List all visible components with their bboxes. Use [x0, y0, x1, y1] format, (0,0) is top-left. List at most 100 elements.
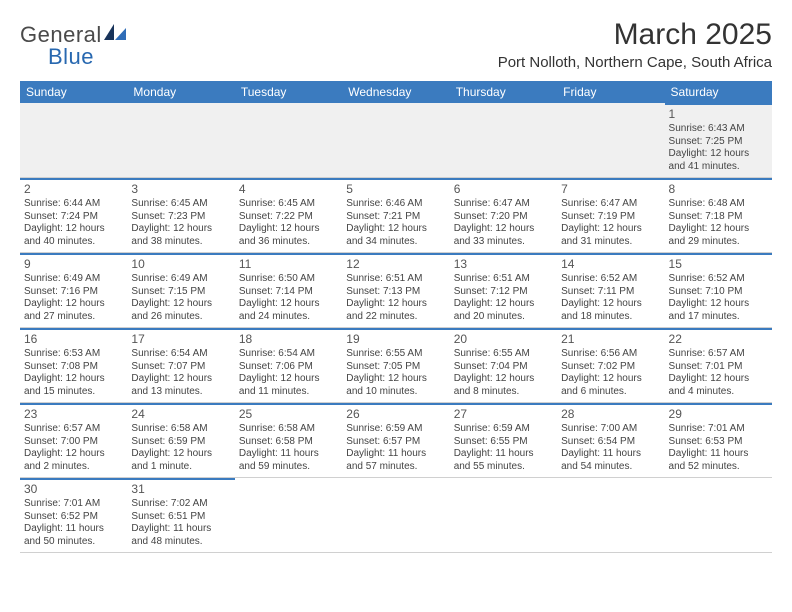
daylight-text: and 52 minutes. [669, 461, 768, 474]
daylight-text: and 13 minutes. [131, 386, 230, 399]
daylight-text: and 29 minutes. [669, 236, 768, 249]
daylight-text: and 36 minutes. [239, 236, 338, 249]
calendar-cell: 5Sunrise: 6:46 AMSunset: 7:21 PMDaylight… [342, 178, 449, 252]
day-number: 14 [561, 257, 660, 272]
location: Port Nolloth, Northern Cape, South Afric… [498, 54, 772, 71]
calendar-cell: 22Sunrise: 6:57 AMSunset: 7:01 PMDayligh… [665, 328, 772, 402]
sunrise-text: Sunrise: 6:47 AM [561, 198, 660, 211]
calendar-cell: 2Sunrise: 6:44 AMSunset: 7:24 PMDaylight… [20, 178, 127, 252]
calendar-cell: 3Sunrise: 6:45 AMSunset: 7:23 PMDaylight… [127, 178, 234, 252]
logo-part2: Blue [48, 46, 94, 68]
day-number: 13 [454, 257, 553, 272]
sunrise-text: Sunrise: 6:52 AM [669, 273, 768, 286]
calendar-cell: 9Sunrise: 6:49 AMSunset: 7:16 PMDaylight… [20, 253, 127, 327]
calendar-row: 9Sunrise: 6:49 AMSunset: 7:16 PMDaylight… [20, 253, 772, 328]
dayname-fri: Friday [557, 81, 664, 103]
day-number: 11 [239, 257, 338, 272]
sunset-text: Sunset: 7:05 PM [346, 361, 445, 374]
daylight-text: Daylight: 12 hours [131, 373, 230, 386]
sunrise-text: Sunrise: 6:58 AM [131, 423, 230, 436]
day-number: 21 [561, 332, 660, 347]
daylight-text: and 26 minutes. [131, 311, 230, 324]
calendar-row: 1Sunrise: 6:43 AMSunset: 7:25 PMDaylight… [20, 103, 772, 178]
calendar-header-row: Sunday Monday Tuesday Wednesday Thursday… [20, 81, 772, 103]
daylight-text: Daylight: 12 hours [24, 373, 123, 386]
sunrise-text: Sunrise: 6:53 AM [24, 348, 123, 361]
sunset-text: Sunset: 6:52 PM [24, 511, 123, 524]
sunrise-text: Sunrise: 7:02 AM [131, 498, 230, 511]
sunset-text: Sunset: 6:55 PM [454, 436, 553, 449]
daylight-text: and 41 minutes. [669, 161, 768, 174]
logo-sail-icon [104, 24, 126, 46]
calendar-cell: 30Sunrise: 7:01 AMSunset: 6:52 PMDayligh… [20, 478, 127, 552]
daylight-text: Daylight: 12 hours [24, 223, 123, 236]
daylight-text: Daylight: 12 hours [131, 223, 230, 236]
calendar-cell: 6Sunrise: 6:47 AMSunset: 7:20 PMDaylight… [450, 178, 557, 252]
daylight-text: and 6 minutes. [561, 386, 660, 399]
sunrise-text: Sunrise: 6:49 AM [131, 273, 230, 286]
daylight-text: Daylight: 12 hours [346, 373, 445, 386]
sunset-text: Sunset: 6:57 PM [346, 436, 445, 449]
day-number: 28 [561, 407, 660, 422]
sunrise-text: Sunrise: 7:01 AM [669, 423, 768, 436]
sunset-text: Sunset: 7:23 PM [131, 211, 230, 224]
calendar-cell: 24Sunrise: 6:58 AMSunset: 6:59 PMDayligh… [127, 403, 234, 477]
calendar-cell: 19Sunrise: 6:55 AMSunset: 7:05 PMDayligh… [342, 328, 449, 402]
sunrise-text: Sunrise: 6:50 AM [239, 273, 338, 286]
daylight-text: Daylight: 11 hours [454, 448, 553, 461]
dayname-thu: Thursday [450, 81, 557, 103]
sunrise-text: Sunrise: 6:51 AM [346, 273, 445, 286]
daylight-text: Daylight: 12 hours [561, 298, 660, 311]
sunset-text: Sunset: 6:58 PM [239, 436, 338, 449]
day-number: 24 [131, 407, 230, 422]
sunset-text: Sunset: 6:59 PM [131, 436, 230, 449]
daylight-text: and 55 minutes. [454, 461, 553, 474]
sunset-text: Sunset: 7:04 PM [454, 361, 553, 374]
daylight-text: and 24 minutes. [239, 311, 338, 324]
daylight-text: and 18 minutes. [561, 311, 660, 324]
calendar-cell: 14Sunrise: 6:52 AMSunset: 7:11 PMDayligh… [557, 253, 664, 327]
day-number: 25 [239, 407, 338, 422]
sunset-text: Sunset: 6:54 PM [561, 436, 660, 449]
sunset-text: Sunset: 7:20 PM [454, 211, 553, 224]
daylight-text: Daylight: 12 hours [454, 223, 553, 236]
dayname-wed: Wednesday [342, 81, 449, 103]
calendar-cell: 10Sunrise: 6:49 AMSunset: 7:15 PMDayligh… [127, 253, 234, 327]
daylight-text: and 33 minutes. [454, 236, 553, 249]
month-title: March 2025 [498, 18, 772, 52]
daylight-text: Daylight: 11 hours [239, 448, 338, 461]
daylight-text: and 34 minutes. [346, 236, 445, 249]
day-number: 5 [346, 182, 445, 197]
sunrise-text: Sunrise: 6:54 AM [131, 348, 230, 361]
sunrise-text: Sunrise: 6:56 AM [561, 348, 660, 361]
day-number: 19 [346, 332, 445, 347]
daylight-text: and 8 minutes. [454, 386, 553, 399]
calendar-cell-empty [450, 478, 557, 552]
daylight-text: and 57 minutes. [346, 461, 445, 474]
sunset-text: Sunset: 7:11 PM [561, 286, 660, 299]
sunrise-text: Sunrise: 6:43 AM [669, 123, 768, 136]
sunset-text: Sunset: 7:25 PM [669, 136, 768, 149]
day-number: 1 [669, 107, 768, 122]
calendar-cell: 15Sunrise: 6:52 AMSunset: 7:10 PMDayligh… [665, 253, 772, 327]
sunset-text: Sunset: 7:24 PM [24, 211, 123, 224]
sunrise-text: Sunrise: 6:55 AM [346, 348, 445, 361]
daylight-text: Daylight: 12 hours [669, 373, 768, 386]
daylight-text: Daylight: 12 hours [669, 298, 768, 311]
sunrise-text: Sunrise: 6:55 AM [454, 348, 553, 361]
sunrise-text: Sunrise: 7:01 AM [24, 498, 123, 511]
calendar-cell-empty [20, 103, 127, 177]
sunrise-text: Sunrise: 6:46 AM [346, 198, 445, 211]
day-number: 31 [131, 482, 230, 497]
sunset-text: Sunset: 7:14 PM [239, 286, 338, 299]
dayname-sat: Saturday [665, 81, 772, 103]
calendar-cell: 28Sunrise: 7:00 AMSunset: 6:54 PMDayligh… [557, 403, 664, 477]
calendar-cell: 25Sunrise: 6:58 AMSunset: 6:58 PMDayligh… [235, 403, 342, 477]
calendar-cell: 7Sunrise: 6:47 AMSunset: 7:19 PMDaylight… [557, 178, 664, 252]
daylight-text: Daylight: 11 hours [669, 448, 768, 461]
daylight-text: Daylight: 12 hours [239, 373, 338, 386]
daylight-text: Daylight: 12 hours [24, 448, 123, 461]
daylight-text: and 27 minutes. [24, 311, 123, 324]
day-number: 22 [669, 332, 768, 347]
calendar-cell-empty [665, 478, 772, 552]
